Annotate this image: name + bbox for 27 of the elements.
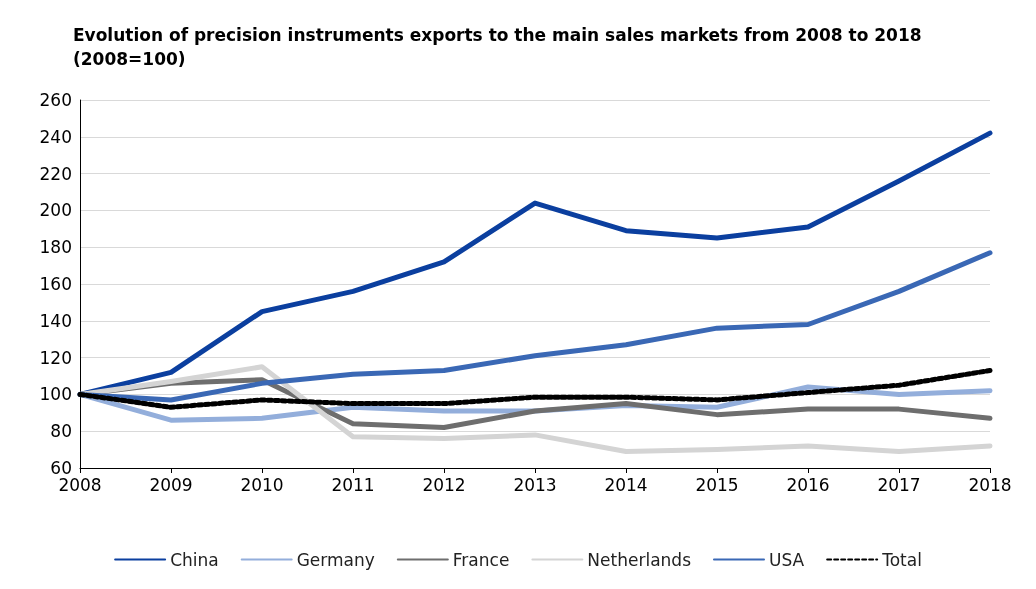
legend-label: Netherlands [587, 549, 692, 570]
y-tick-label: 240 [39, 126, 72, 147]
x-tick-label: 2010 [240, 474, 284, 495]
x-tick-label: 2018 [968, 474, 1012, 495]
legend-label: Total [881, 549, 922, 570]
y-tick-label: 80 [50, 421, 72, 442]
x-tick-label: 2011 [331, 474, 375, 495]
legend-label: China [170, 549, 219, 570]
x-tick-label: 2014 [604, 474, 648, 495]
y-tick-label: 120 [39, 347, 72, 368]
chart-title: Evolution of precision instruments exports to the main sales markets from 2008 to 2018 (2008=100) [73, 25, 922, 69]
y-tick-label: 100 [39, 384, 72, 405]
y-tick-label: 220 [39, 163, 72, 184]
x-tick-label: 2009 [149, 474, 193, 495]
legend-label: France [452, 549, 510, 570]
x-tick-label: 2012 [422, 474, 466, 495]
legend-label: Germany [296, 549, 375, 570]
y-tick-label: 260 [39, 90, 72, 110]
x-tick-label: 2016 [786, 474, 830, 495]
y-tick-label: 160 [39, 274, 72, 294]
x-tick-label: 2015 [695, 474, 739, 495]
y-tick-label: 140 [39, 310, 72, 331]
legend-label: USA [768, 549, 805, 570]
y-tick-label: 180 [39, 237, 72, 258]
x-tick-label: 2013 [513, 474, 557, 495]
x-tick-label: 2017 [877, 474, 921, 495]
y-tick-label: 200 [39, 200, 72, 221]
